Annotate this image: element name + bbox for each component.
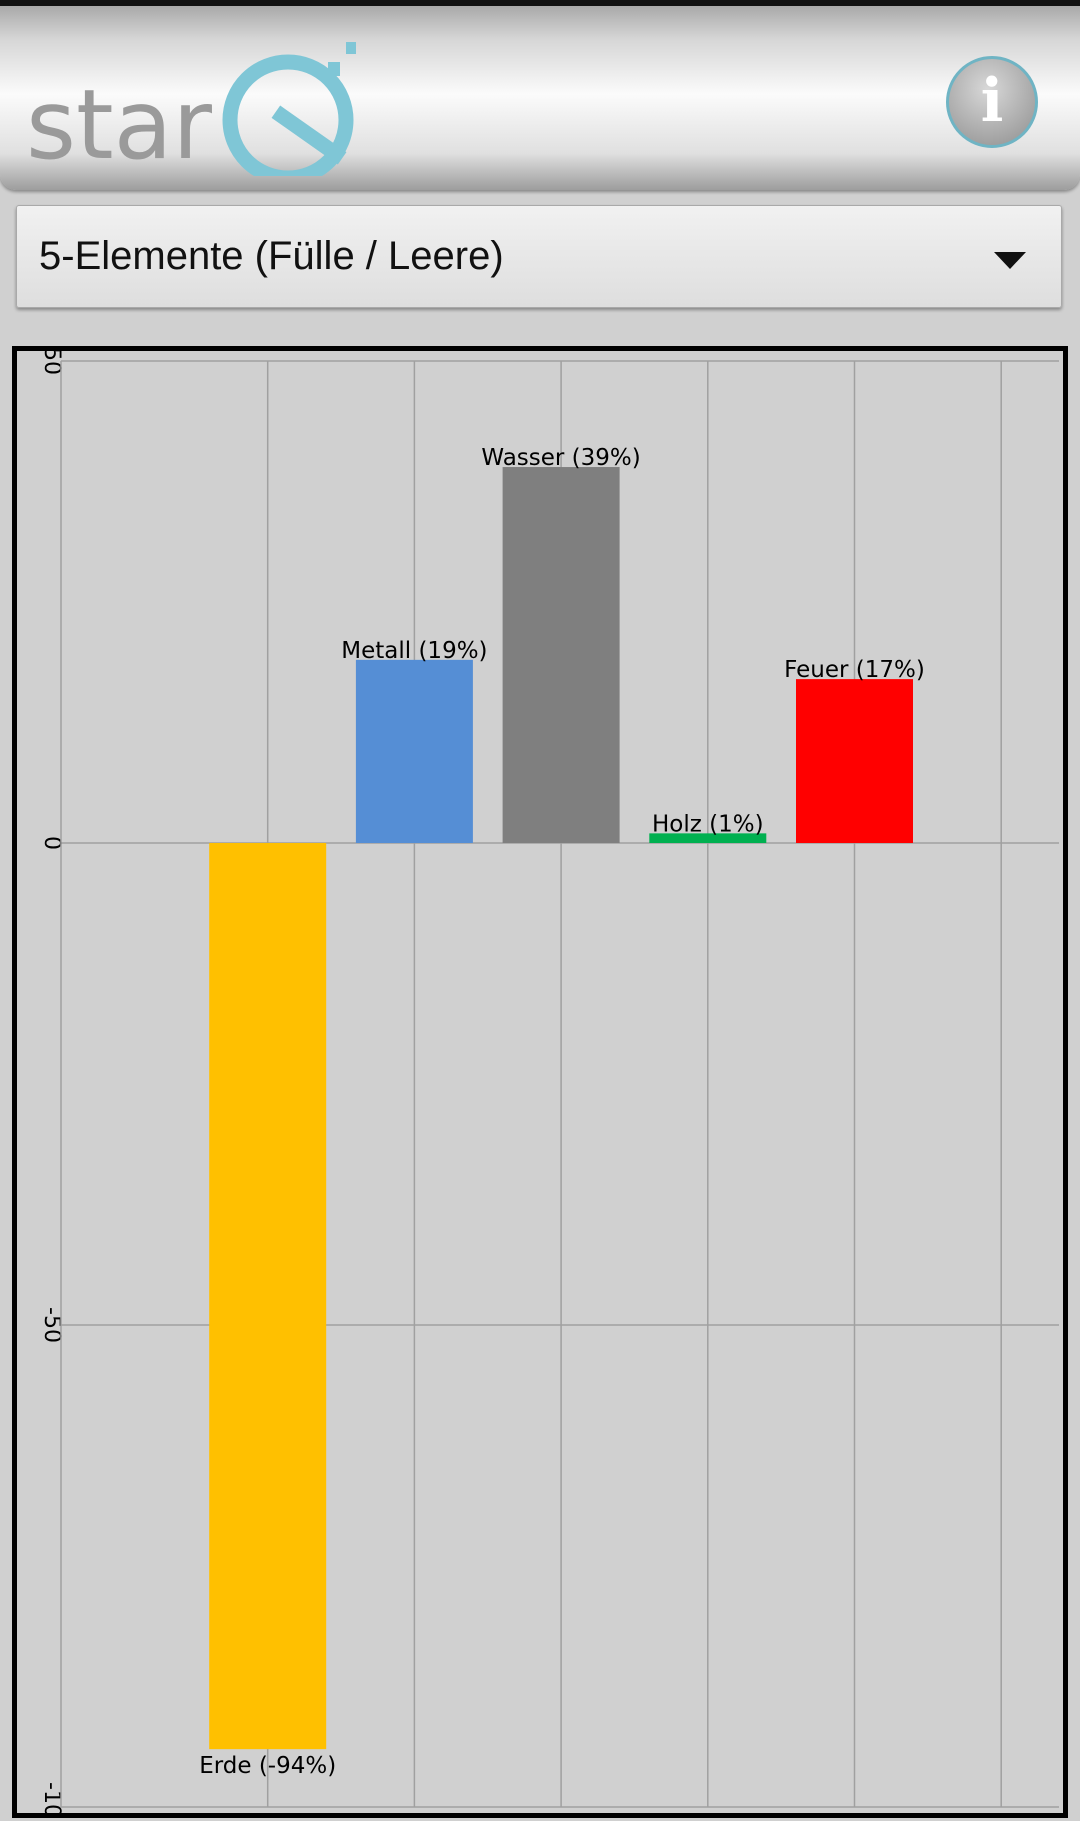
y-tick-label: -50: [39, 1307, 64, 1343]
data-label-wasser: Wasser (39%): [481, 445, 640, 471]
caret-down-icon[interactable]: [994, 252, 1026, 269]
data-label-erde: Erde (-94%): [199, 1753, 336, 1779]
data-label-metall: Metall (19%): [341, 638, 487, 664]
y-tick-label: -100: [39, 1782, 64, 1813]
bar-chart-canvas: 50 0 -50 -100 Erde (-94%) Metall (19%) Wasser …: [39, 351, 1059, 1813]
starq-logo: star: [26, 26, 398, 186]
info-icon: i: [980, 66, 1004, 136]
app-header: star i: [0, 0, 1080, 190]
info-button[interactable]: i: [946, 56, 1038, 148]
bar-holz: [649, 833, 767, 843]
chart-type-select-value: 5-Elemente (Fülle / Leere): [39, 234, 504, 278]
bar-metall: [355, 659, 473, 843]
data-label-holz: Holz (1%): [652, 811, 764, 837]
bar-chart: 50 0 -50 -100 Erde (-94%) Metall (19%) Wasser …: [12, 346, 1068, 1818]
bar-wasser: [502, 467, 620, 843]
y-tick-label: 0: [39, 836, 64, 850]
data-label-feuer: Feuer (17%): [784, 657, 925, 683]
bar-feuer: [796, 679, 913, 843]
logo-text: star: [26, 69, 212, 176]
y-tick-label: 50: [39, 351, 64, 375]
chart-type-select[interactable]: 5-Elemente (Fülle / Leere): [16, 205, 1062, 308]
bar-erde: [209, 843, 327, 1750]
